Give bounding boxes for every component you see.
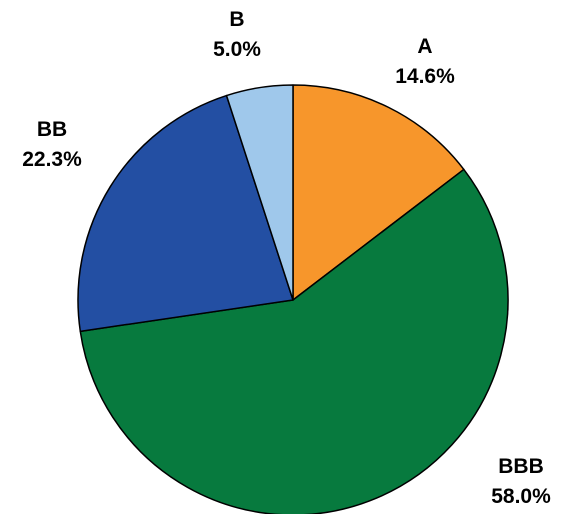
slice-bbb-percent-label: 58.0% xyxy=(491,485,551,508)
slice-bb-name-label: BB xyxy=(37,118,67,141)
slice-a-percent-label: 14.6% xyxy=(395,65,455,88)
slice-b-name-label: B xyxy=(229,8,244,31)
pie-slice-bbb xyxy=(79,168,509,514)
slice-a-name-label: A xyxy=(417,35,432,58)
pie-slice-bb xyxy=(77,94,294,333)
pie-slice-a xyxy=(292,84,465,301)
pie-slice-b xyxy=(225,84,294,301)
slice-b-percent-label: 5.0% xyxy=(213,38,261,61)
slice-bb-percent-label: 22.3% xyxy=(22,148,82,171)
pie-slices xyxy=(77,84,509,514)
slice-bbb-name-label: BBB xyxy=(498,455,544,478)
